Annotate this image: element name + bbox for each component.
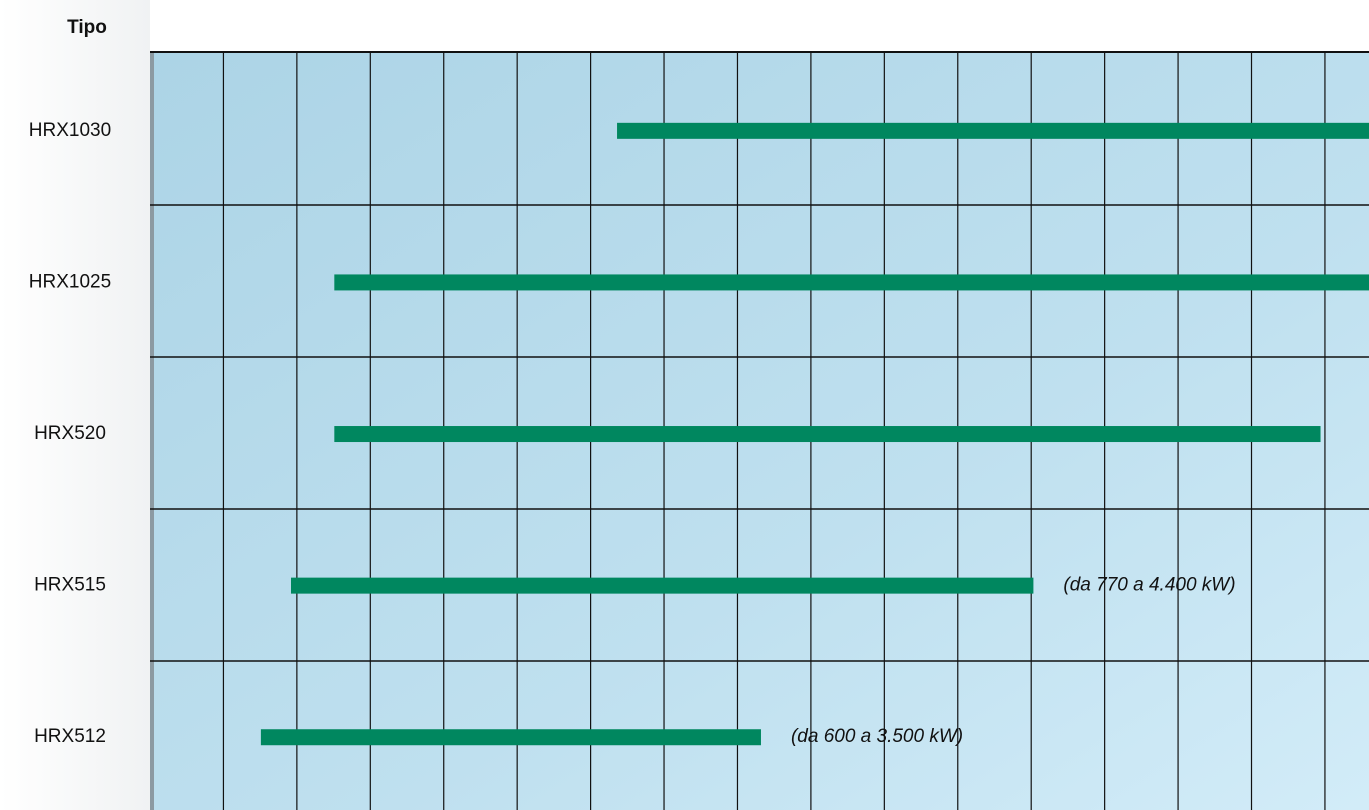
- side-panel: [0, 0, 150, 810]
- left-edge: [150, 52, 154, 810]
- y-tick-label: HRX515: [34, 575, 106, 596]
- row-lines: [150, 51, 1369, 662]
- annotation: (da 600 a 3.500 kW): [791, 726, 963, 747]
- chart-title: Tipo: [67, 17, 107, 38]
- bar: [260, 729, 761, 746]
- y-tick-label: HRX520: [34, 423, 106, 444]
- bar: [334, 274, 1369, 291]
- bar: [617, 122, 1369, 139]
- y-tick-label: HRX1030: [29, 120, 111, 141]
- bar: [334, 426, 1321, 443]
- y-tick-label: HRX512: [34, 726, 106, 747]
- annotation: (da 770 a 4.400 kW): [1063, 575, 1235, 596]
- bar: [290, 577, 1034, 594]
- y-tick-label: HRX1025: [29, 271, 111, 292]
